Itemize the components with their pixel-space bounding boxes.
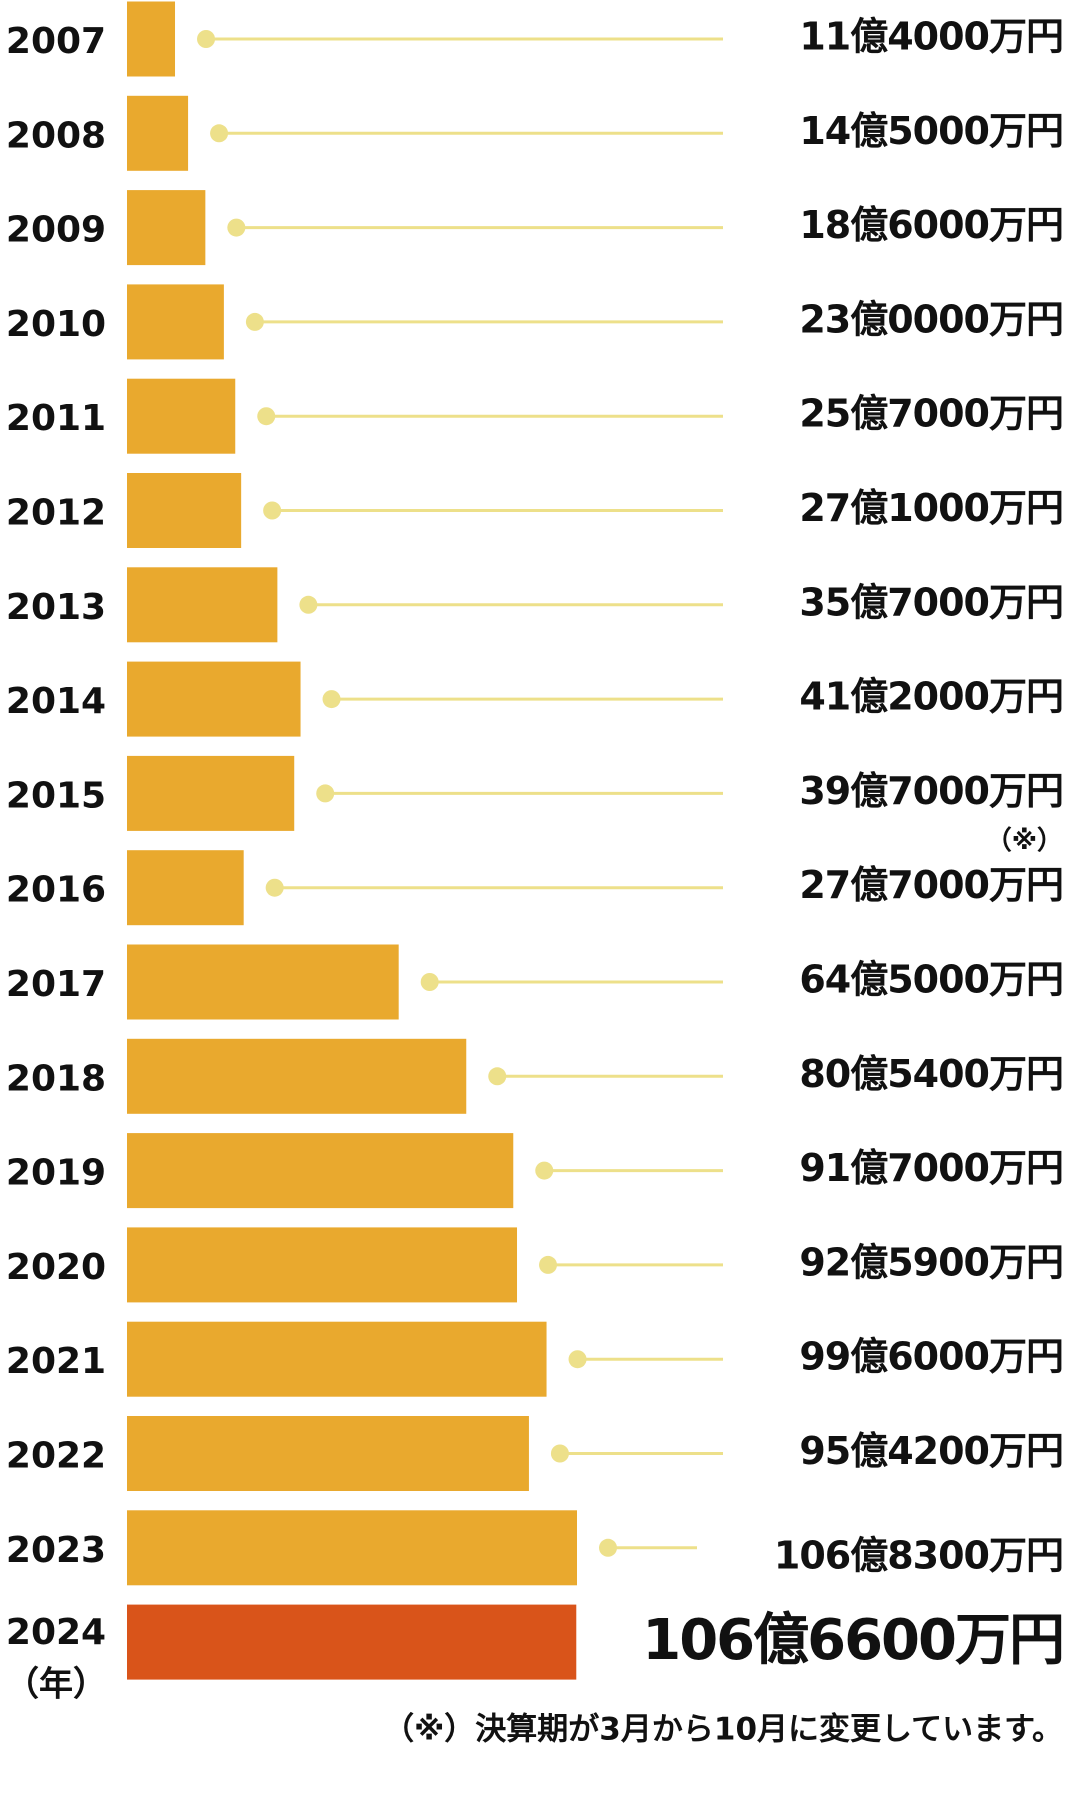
value-label: 14億5000万円: [799, 109, 1063, 153]
leader-dot: [316, 784, 335, 803]
y-tick-label: 2019: [6, 1153, 106, 1194]
bar: [127, 1133, 514, 1209]
value-label: 92億5900万円: [799, 1240, 1063, 1284]
bar: [127, 661, 301, 737]
value-label: 64億5000万円: [799, 958, 1063, 1002]
value-label: 106億8300万円: [774, 1533, 1063, 1577]
value-label: 18億6000万円: [799, 203, 1063, 247]
value-label: 27億7000万円: [799, 863, 1063, 907]
leader-dot: [599, 1538, 617, 1557]
y-tick-label: 2018: [6, 1058, 106, 1099]
value-label: 27億1000万円: [799, 486, 1063, 530]
y-tick-label: 2010: [6, 304, 106, 345]
y-tick-label: 2009: [6, 210, 106, 251]
y-tick-label: 2021: [6, 1341, 106, 1382]
leader-dot: [210, 124, 229, 143]
bar: [127, 190, 206, 266]
y-tick-label: 2016: [6, 870, 106, 911]
leader-dot: [265, 878, 284, 897]
leader-dot: [263, 501, 282, 520]
leader-dot: [299, 595, 318, 614]
bar: [127, 1227, 518, 1303]
bar: [127, 95, 189, 171]
y-tick-label: 2020: [6, 1247, 106, 1288]
bar: [127, 944, 399, 1020]
leader-dot: [197, 30, 216, 48]
value-label: 25億7000万円: [799, 392, 1063, 436]
y-tick-label: 2014: [6, 681, 106, 722]
footnote: （※）決算期が3月から10月に変更しています。: [383, 1712, 1063, 1748]
y-tick-label: 2022: [6, 1436, 106, 1477]
leader-dot: [539, 1255, 558, 1274]
leader-dot: [227, 218, 246, 237]
leader-dot: [322, 690, 341, 709]
value-label: 39億7000万円: [799, 769, 1063, 813]
category-unit: （年）: [5, 1665, 107, 1705]
bar: [127, 755, 295, 831]
bar: [127, 850, 244, 926]
value-label: 35億7000万円: [799, 580, 1063, 624]
value-label: 99億6000万円: [799, 1335, 1063, 1379]
bar: [127, 284, 224, 360]
bar: [127, 1038, 467, 1114]
y-tick-label: 2017: [6, 964, 106, 1005]
value-label: 41億2000万円: [799, 675, 1063, 719]
y-tick-label: 2013: [6, 587, 106, 628]
y-tick-label: 2007: [6, 21, 106, 62]
y-tick-label: 2008: [6, 115, 106, 156]
bar: [127, 378, 236, 454]
y-tick-label: 2023: [6, 1530, 106, 1571]
bar: [127, 1, 176, 77]
y-tick-label: 2015: [6, 775, 106, 816]
leader-dot: [257, 407, 276, 426]
bar: [127, 1321, 547, 1397]
value-label: 95億4200万円: [799, 1429, 1063, 1473]
leader-dot: [550, 1444, 569, 1463]
leader-dot: [245, 312, 264, 331]
y-tick-label: 2012: [6, 493, 106, 534]
leader-dot: [568, 1350, 587, 1369]
y-tick-label: 2024: [6, 1612, 106, 1653]
value-label: 23億0000万円: [799, 297, 1063, 341]
bar: [127, 473, 242, 548]
annotation: （※）: [986, 826, 1063, 856]
bar: [127, 567, 278, 643]
leader-dot: [488, 1067, 507, 1086]
leader-dot: [420, 973, 439, 991]
bar: [127, 1510, 577, 1586]
bar: [127, 1604, 577, 1680]
bar: [127, 1416, 529, 1491]
value-label: 80億5400万円: [799, 1052, 1063, 1096]
leader-dot: [535, 1161, 554, 1180]
y-tick-label: 2011: [6, 398, 106, 439]
value-label: 106億6600万円: [642, 1608, 1063, 1673]
value-label: 11億4000万円: [799, 15, 1063, 59]
value-label: 91億7000万円: [799, 1146, 1063, 1190]
